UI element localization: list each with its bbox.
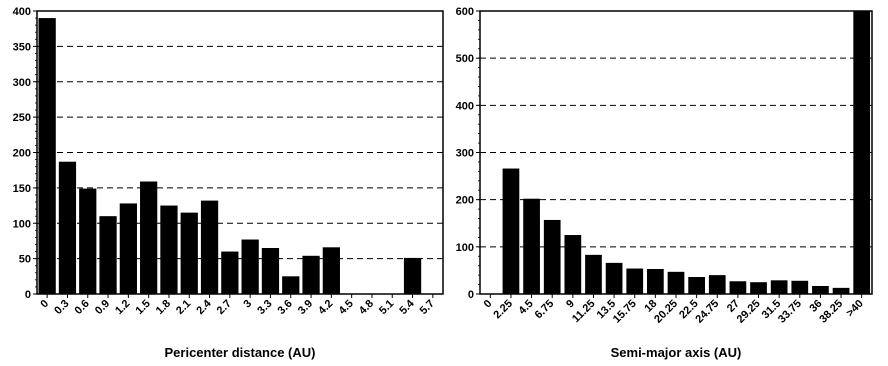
x-tick-label: 1.2 [113, 298, 132, 317]
x-tick-label: 0.9 [93, 298, 112, 317]
x-tick-label: 1.8 [154, 298, 173, 317]
y-tick-label: 350 [13, 41, 31, 53]
x-tick-label: 38.25 [817, 298, 845, 326]
y-tick-label: 0 [25, 289, 31, 301]
x-tick-label: 11.25 [570, 298, 598, 326]
bar-1-8 [200, 200, 219, 294]
x-tick-label: 6.75 [533, 298, 557, 322]
x-axis-title: Pericenter distance (AU) [165, 345, 316, 360]
x-tick-label: 1.5 [133, 298, 152, 317]
x-tick-label: 15.75 [611, 298, 639, 326]
bar-1-9 [221, 251, 239, 294]
bar-2-2 [523, 198, 540, 294]
bar-2-1 [502, 168, 520, 294]
bar-1-11 [261, 248, 280, 294]
x-tick-label: 2.4 [194, 297, 214, 317]
bar-2-13 [750, 282, 767, 294]
y-tick-label: 100 [13, 218, 31, 230]
x-tick-label: 2.25 [491, 298, 515, 322]
bar-2-3 [543, 219, 561, 294]
x-tick-label: 0 [38, 298, 51, 311]
x-tick-label: 29.25 [735, 298, 763, 326]
bar-2-8 [647, 269, 664, 294]
bar-1-1 [58, 161, 77, 294]
x-tick-label: 20.25 [652, 298, 680, 326]
bar-2-12 [729, 281, 747, 294]
y-tick-label: 600 [456, 6, 474, 18]
bar-1-14 [322, 247, 340, 294]
bar-1-2 [79, 188, 97, 294]
bar-2-16 [812, 285, 829, 294]
bar-1-5 [140, 181, 158, 294]
bar-1-18 [403, 257, 422, 294]
x-tick-label: 0 [482, 298, 495, 311]
y-tick-label: 100 [456, 242, 474, 254]
x-tick-label: 2.7 [215, 298, 234, 317]
bar-2-10 [688, 277, 705, 294]
y-tick-label: 400 [13, 6, 31, 18]
bar-1-7 [180, 212, 198, 294]
x-tick-label: 9 [564, 298, 577, 311]
bar-2-18 [853, 11, 871, 294]
x-tick-label: 0.3 [52, 298, 71, 317]
x-tick-label: 5.7 [418, 298, 437, 317]
bar-2-17 [832, 287, 850, 294]
bar-1-3 [99, 216, 117, 294]
y-tick-label: 300 [13, 77, 31, 89]
x-tick-label: 4.8 [357, 298, 376, 317]
bar-1-6 [160, 205, 178, 294]
bar-1-10 [241, 239, 259, 294]
bar-2-14 [770, 280, 788, 294]
x-tick-label: 5.1 [377, 298, 396, 317]
y-tick-label: 400 [456, 100, 474, 112]
bar-1-12 [282, 276, 300, 294]
x-tick-label: 0.6 [73, 298, 92, 317]
bar-1-13 [302, 255, 320, 294]
bar-2-15 [791, 280, 809, 294]
x-tick-label: 3.6 [276, 298, 295, 317]
y-tick-label: 300 [456, 148, 474, 160]
x-tick-label: 5.4 [397, 297, 417, 317]
bar-2-7 [626, 268, 644, 294]
y-tick-label: 0 [468, 289, 474, 301]
bar-2-4 [564, 235, 582, 294]
x-tick-label: >40 [844, 298, 866, 320]
x-tick-label: 2.1 [174, 298, 193, 317]
y-tick-label: 200 [456, 195, 474, 207]
bar-2-5 [585, 254, 602, 294]
y-tick-label: 150 [13, 183, 31, 195]
bar-2-6 [605, 262, 623, 294]
bar-1-0 [38, 18, 56, 294]
y-tick-label: 500 [456, 53, 474, 65]
x-tick-label: 24.75 [693, 298, 721, 326]
x-tick-label: 3 [241, 298, 254, 311]
x-tick-label: 4.2 [316, 298, 335, 317]
y-tick-label: 250 [13, 112, 31, 124]
x-tick-label: 33.75 [776, 298, 804, 326]
bar-1-4 [119, 203, 137, 294]
y-tick-label: 50 [19, 254, 31, 266]
x-axis-title: Semi-major axis (AU) [611, 345, 742, 360]
x-tick-label: 3.9 [296, 298, 315, 317]
bar-2-9 [667, 271, 685, 294]
y-tick-label: 200 [13, 148, 31, 160]
x-tick-label: 3.3 [255, 298, 274, 317]
bar-2-11 [708, 275, 726, 294]
x-tick-label: 4.5 [336, 298, 355, 317]
